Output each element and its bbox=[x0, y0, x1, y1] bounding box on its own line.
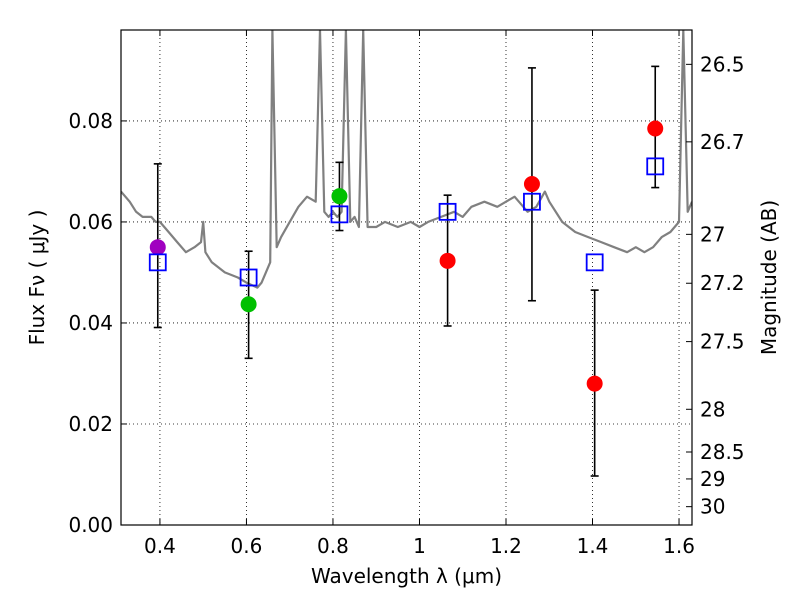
y-tick-label: 0.02 bbox=[68, 412, 113, 436]
plot-frame bbox=[120, 29, 693, 526]
data-point-circle bbox=[523, 176, 540, 193]
x-tick-label: 0.8 bbox=[317, 534, 349, 558]
data-point-circle bbox=[586, 375, 603, 392]
y-tick-label: 0.04 bbox=[68, 311, 113, 335]
x-tick-label: 1 bbox=[413, 534, 426, 558]
data-point-circle bbox=[240, 296, 257, 313]
y2-tick-label: 29 bbox=[700, 467, 725, 491]
data-point-circle bbox=[331, 188, 348, 205]
x-tick-label: 1.4 bbox=[577, 534, 609, 558]
y-axis-title: Flux Fν ( μJy ) bbox=[25, 210, 49, 346]
x-tick-label: 0.6 bbox=[231, 534, 263, 558]
spectrum-layer bbox=[121, 30, 692, 289]
model-point-square bbox=[330, 205, 349, 224]
model-point-square bbox=[585, 253, 604, 272]
x-tick-label: 1.2 bbox=[490, 534, 522, 558]
y2-tick-label: 28 bbox=[700, 397, 725, 421]
model-point-square bbox=[646, 157, 665, 176]
data-point-circle bbox=[149, 239, 166, 256]
model-point-square bbox=[239, 268, 258, 287]
model-spectrum-line bbox=[121, 30, 692, 289]
y2-tick-label: 27.2 bbox=[700, 271, 745, 295]
y2-axis-title: Magnitude (AB) bbox=[757, 200, 781, 355]
ticks: 0.4 0.6 0.8 1 1.2 1.4 1.6 0.00 0.02 0.04 0.06 0.08 2… bbox=[68, 30, 745, 558]
y2-tick-label: 27 bbox=[700, 222, 725, 246]
y2-tick-label: 26.5 bbox=[700, 52, 745, 76]
y-tick-label: 0.08 bbox=[68, 109, 113, 133]
errorbar-layer bbox=[153, 65, 660, 477]
data-point-circle bbox=[647, 120, 664, 137]
y2-tick-label: 28.5 bbox=[700, 440, 745, 464]
y2-tick-label: 26.7 bbox=[700, 130, 745, 154]
y-tick-label: 0.06 bbox=[68, 210, 113, 234]
marker-layer bbox=[148, 120, 665, 392]
model-point-square bbox=[148, 253, 167, 272]
model-point-square bbox=[523, 192, 541, 211]
data-point-circle bbox=[439, 252, 456, 269]
model-point-square bbox=[438, 202, 457, 221]
y-tick-label: 0.00 bbox=[68, 513, 113, 537]
x-axis-title: Wavelength λ (μm) bbox=[311, 564, 502, 588]
x-tick-label: 1.6 bbox=[663, 534, 695, 558]
y2-tick-label: 30 bbox=[700, 495, 725, 519]
grid bbox=[121, 30, 692, 525]
x-tick-label: 0.4 bbox=[144, 534, 176, 558]
y2-tick-label: 27.5 bbox=[700, 330, 745, 354]
